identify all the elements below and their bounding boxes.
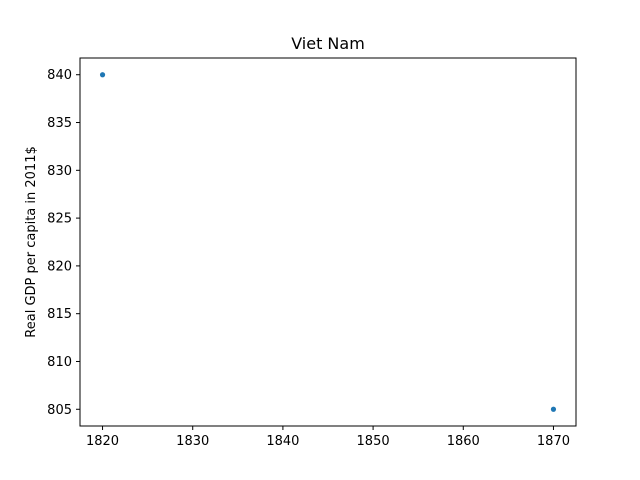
x-tick-label: 1830 xyxy=(176,434,209,449)
data-point xyxy=(99,72,106,78)
x-tick-label: 1850 xyxy=(357,434,390,449)
data-point xyxy=(550,406,557,412)
y-tick-label: 825 xyxy=(47,212,72,227)
y-tick-label: 835 xyxy=(47,116,72,131)
y-tick-label: 815 xyxy=(47,307,72,322)
x-tick-label: 1870 xyxy=(537,434,570,449)
y-axis-label: Real GDP per capita in 2011$ xyxy=(24,146,39,337)
ticks-layer: 1820 1830 1840 1850 1860 1870 805 810 815 820 825 8… xyxy=(47,68,570,449)
y-tick-label: 810 xyxy=(47,355,72,370)
y-tick-label: 840 xyxy=(47,68,72,83)
plot-frame xyxy=(79,57,577,427)
points-layer xyxy=(99,72,557,412)
x-tick-label: 1840 xyxy=(266,434,299,449)
x-tick-label: 1860 xyxy=(447,434,480,449)
x-tick-label: 1820 xyxy=(86,434,119,449)
y-tick-label: 830 xyxy=(47,164,72,179)
y-tick-label: 820 xyxy=(47,259,72,274)
chart-title: Viet Nam xyxy=(291,34,365,53)
y-tick-label: 805 xyxy=(47,403,72,418)
